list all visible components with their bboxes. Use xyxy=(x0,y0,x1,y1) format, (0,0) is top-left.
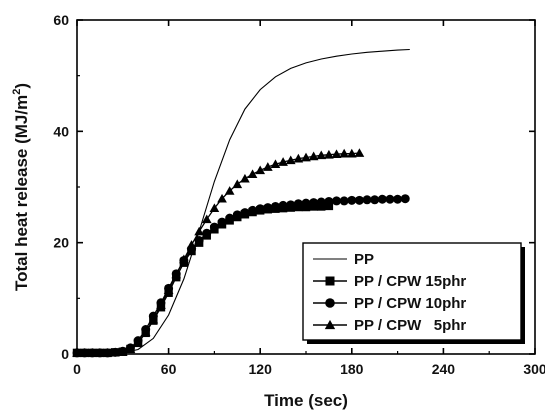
data-point xyxy=(324,149,334,159)
series-layer xyxy=(72,48,410,358)
data-point xyxy=(133,337,143,347)
x-tick-label: 180 xyxy=(340,361,364,377)
y-axis-label-main: Total heat release (MJ/m xyxy=(12,95,31,291)
legend-item-1: PP / CPW 15phr xyxy=(313,273,466,290)
data-point xyxy=(400,194,410,204)
data-point xyxy=(248,205,258,215)
data-point xyxy=(293,199,303,209)
data-point xyxy=(87,348,98,357)
series-0 xyxy=(76,48,410,355)
data-point xyxy=(110,347,120,357)
y-axis-label-end: ) xyxy=(12,83,31,89)
data-point xyxy=(263,162,273,171)
data-point xyxy=(217,193,227,203)
data-point xyxy=(346,148,357,158)
data-point xyxy=(362,195,372,205)
data-point xyxy=(247,169,258,179)
series-line xyxy=(76,48,410,355)
data-point xyxy=(354,148,365,157)
legend-item-2: PP / CPW 10phr xyxy=(313,295,466,312)
data-point xyxy=(377,194,387,204)
legend: PP PP / CPW 15phr PP / CPW 10phr PP / CPW 5… xyxy=(302,242,525,344)
data-point xyxy=(278,200,288,210)
x-tick-label: 60 xyxy=(161,361,177,377)
y-tick-label: 0 xyxy=(61,346,69,362)
data-point xyxy=(202,228,212,238)
data-point xyxy=(339,196,349,206)
data-point xyxy=(179,254,189,264)
data-point xyxy=(278,157,288,166)
y-tick-label: 40 xyxy=(53,123,69,139)
data-point xyxy=(255,204,265,214)
data-point xyxy=(209,222,219,232)
legend-label: PP / CPW 15phr xyxy=(354,273,466,290)
data-point xyxy=(217,217,227,227)
x-tick-label: 240 xyxy=(432,361,456,377)
data-point xyxy=(316,150,327,160)
data-point xyxy=(301,152,311,162)
axes-layer: 0 60 120 180 240 300 0 20 40 60 xyxy=(53,12,545,377)
legend-marker xyxy=(325,276,335,286)
data-point xyxy=(293,153,304,163)
data-point xyxy=(140,327,151,337)
legend-item-3: PP / CPW 5phr xyxy=(313,317,466,334)
data-point xyxy=(286,200,296,210)
data-point xyxy=(224,186,235,195)
data-point xyxy=(285,155,296,165)
data-point xyxy=(240,208,250,218)
data-point xyxy=(270,159,281,169)
data-point xyxy=(209,203,220,213)
data-point xyxy=(347,195,357,205)
data-point xyxy=(171,269,182,279)
data-point xyxy=(339,148,349,158)
legend-label: PP / CPW 10phr xyxy=(354,295,466,312)
data-point xyxy=(301,198,311,208)
data-point xyxy=(255,165,266,175)
data-point xyxy=(232,210,242,220)
legend-marker xyxy=(325,298,335,308)
data-point xyxy=(324,196,334,206)
y-tick-label: 60 xyxy=(53,12,69,28)
data-point xyxy=(156,300,166,309)
x-tick-label: 0 xyxy=(73,361,81,377)
data-point xyxy=(201,214,212,224)
legend-marker xyxy=(324,319,336,330)
legend-label: PP / CPW 5phr xyxy=(354,317,466,334)
data-point xyxy=(102,348,113,357)
x-tick-label: 120 xyxy=(249,361,273,377)
data-point xyxy=(316,197,326,207)
y-axis-label-superscript: 2 xyxy=(11,89,23,95)
data-point xyxy=(95,348,105,357)
data-point xyxy=(148,314,159,324)
data-point xyxy=(331,149,342,159)
data-point xyxy=(385,194,395,204)
data-point xyxy=(225,213,235,223)
series-3 xyxy=(72,148,365,357)
data-point xyxy=(240,173,250,183)
legend-label: PP xyxy=(354,251,374,268)
data-point xyxy=(270,201,280,211)
data-point xyxy=(232,179,243,189)
y-axis-label: Total heat release (MJ/m2) xyxy=(11,83,31,291)
legend-item-0: PP xyxy=(313,251,374,268)
data-point xyxy=(309,198,319,208)
data-point xyxy=(393,194,403,204)
data-point xyxy=(354,195,364,205)
x-tick-label: 300 xyxy=(523,361,545,377)
y-tick-label: 20 xyxy=(53,235,69,251)
data-point xyxy=(332,196,342,206)
data-point xyxy=(263,203,273,213)
data-point xyxy=(308,151,319,161)
x-axis-label: Time (sec) xyxy=(264,391,348,410)
data-point xyxy=(163,285,174,294)
data-point xyxy=(370,195,380,205)
